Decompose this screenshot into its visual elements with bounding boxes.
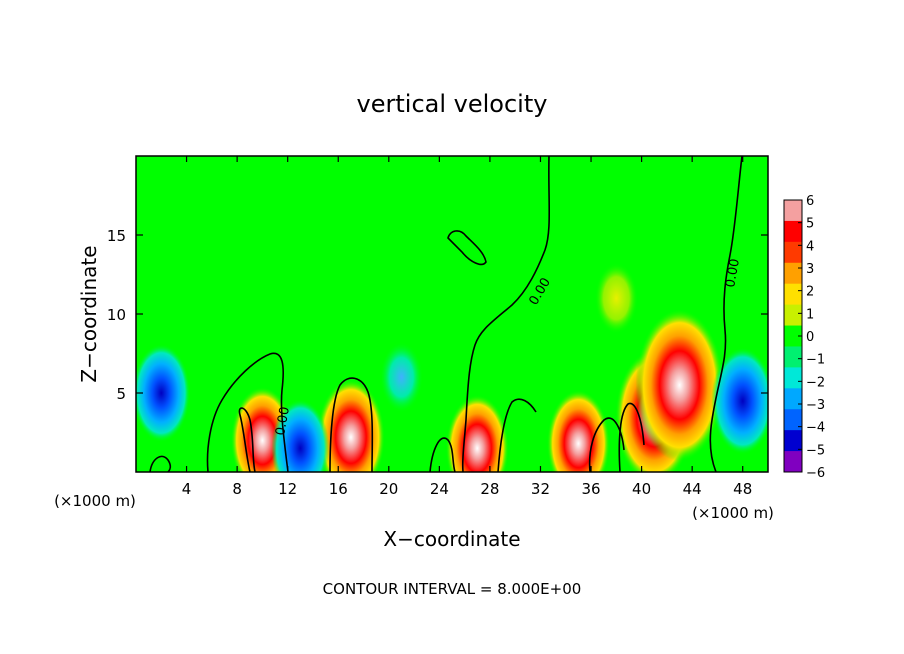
colorbar-label: 0 — [806, 330, 814, 345]
field-feature — [445, 394, 509, 472]
x-tick-label: 8 — [232, 480, 242, 498]
colorbar-swatch — [784, 346, 802, 368]
colorbar-label: 6 — [806, 194, 814, 209]
field-feature — [379, 341, 423, 413]
contour-label: 0.00 — [723, 258, 743, 289]
zero-contour-line — [497, 398, 537, 472]
colorbar-swatch — [784, 409, 802, 431]
y-tick-label: 10 — [107, 306, 126, 324]
zero-contours — [149, 156, 743, 472]
x-tick-label: 12 — [278, 480, 297, 498]
colorbar-swatch — [784, 262, 802, 285]
zero-contour-line — [329, 377, 374, 472]
x-axis: 4 8 12 16 20 24 28 32 36 40 44 48 — [182, 156, 752, 498]
x-unit-label-right: (×1000 m) — [692, 504, 774, 522]
colorbar-swatch — [784, 325, 802, 347]
contour-label: 0.00 — [273, 406, 293, 437]
colorbar-label: −6 — [806, 466, 825, 481]
colorbar-label: −1 — [806, 353, 825, 368]
colorbar-label: 3 — [806, 262, 814, 277]
field-feature — [635, 309, 724, 462]
x-tick-label: 16 — [329, 480, 348, 498]
y-axis: 5 10 15 — [107, 227, 768, 403]
colorbar-swatch — [784, 430, 802, 452]
colorbar-swatch — [784, 220, 802, 243]
colorbar-swatch — [784, 283, 802, 306]
y-tick-label: 5 — [116, 385, 126, 403]
y-axis-label: Z−coordinate — [77, 245, 101, 382]
colorbar-swatch — [784, 451, 802, 473]
zero-contour-line — [149, 455, 172, 472]
x-tick-label: 20 — [379, 480, 398, 498]
zero-contour-line — [238, 407, 256, 472]
colorbar-swatch — [784, 367, 802, 389]
x-tick-label: 36 — [581, 480, 600, 498]
field-feature — [711, 347, 768, 455]
contour-interval-note: CONTOUR INTERVAL = 8.000E+00 — [323, 580, 582, 598]
zero-contour-line — [206, 352, 289, 472]
colorbar-swatch — [784, 200, 802, 222]
field-feature — [594, 262, 638, 334]
x-tick-label: 40 — [632, 480, 651, 498]
x-axis-label: X−coordinate — [383, 527, 520, 551]
zero-contour-line — [709, 156, 743, 472]
x-tick-label: 32 — [531, 480, 550, 498]
colorbar-swatch — [784, 304, 802, 327]
colorbar-label: −2 — [806, 375, 825, 390]
colorbar-swatch — [784, 241, 802, 264]
colorbar-label: 5 — [806, 217, 814, 232]
x-tick-label: 4 — [182, 480, 192, 498]
chart-title: vertical velocity — [357, 90, 548, 118]
colorbar-label: −3 — [806, 398, 825, 413]
x-tick-label: 44 — [683, 480, 702, 498]
zero-contour-line — [618, 402, 645, 472]
y-tick-label: 15 — [107, 227, 126, 245]
x-tick-label: 48 — [733, 480, 752, 498]
colorbar-swatch — [784, 388, 802, 410]
zero-contour-line — [588, 417, 625, 472]
x-tick-label: 24 — [430, 480, 449, 498]
colorbar-label: 4 — [806, 239, 814, 254]
colorbar-label: −4 — [806, 421, 825, 436]
plot-area: 0.00 0.00 0.00 4 8 12 16 20 24 28 32 36 40 44 48 51… — [107, 155, 769, 498]
zero-contour-line — [461, 156, 551, 472]
zero-contour-line — [447, 230, 487, 266]
field-feature — [546, 390, 610, 472]
field-feature — [136, 344, 191, 442]
x-unit-label-left: (×1000 m) — [54, 492, 136, 510]
zero-contour-line — [429, 437, 456, 472]
colorbar-label: 1 — [806, 307, 814, 322]
x-tick-label: 28 — [480, 480, 499, 498]
colorbar-label: 2 — [806, 285, 814, 300]
colorbar: 6 5 4 3 2 1 0 −1 −2 −3 −4 −5 −6 — [783, 194, 825, 481]
colorbar-label: −5 — [806, 443, 825, 458]
